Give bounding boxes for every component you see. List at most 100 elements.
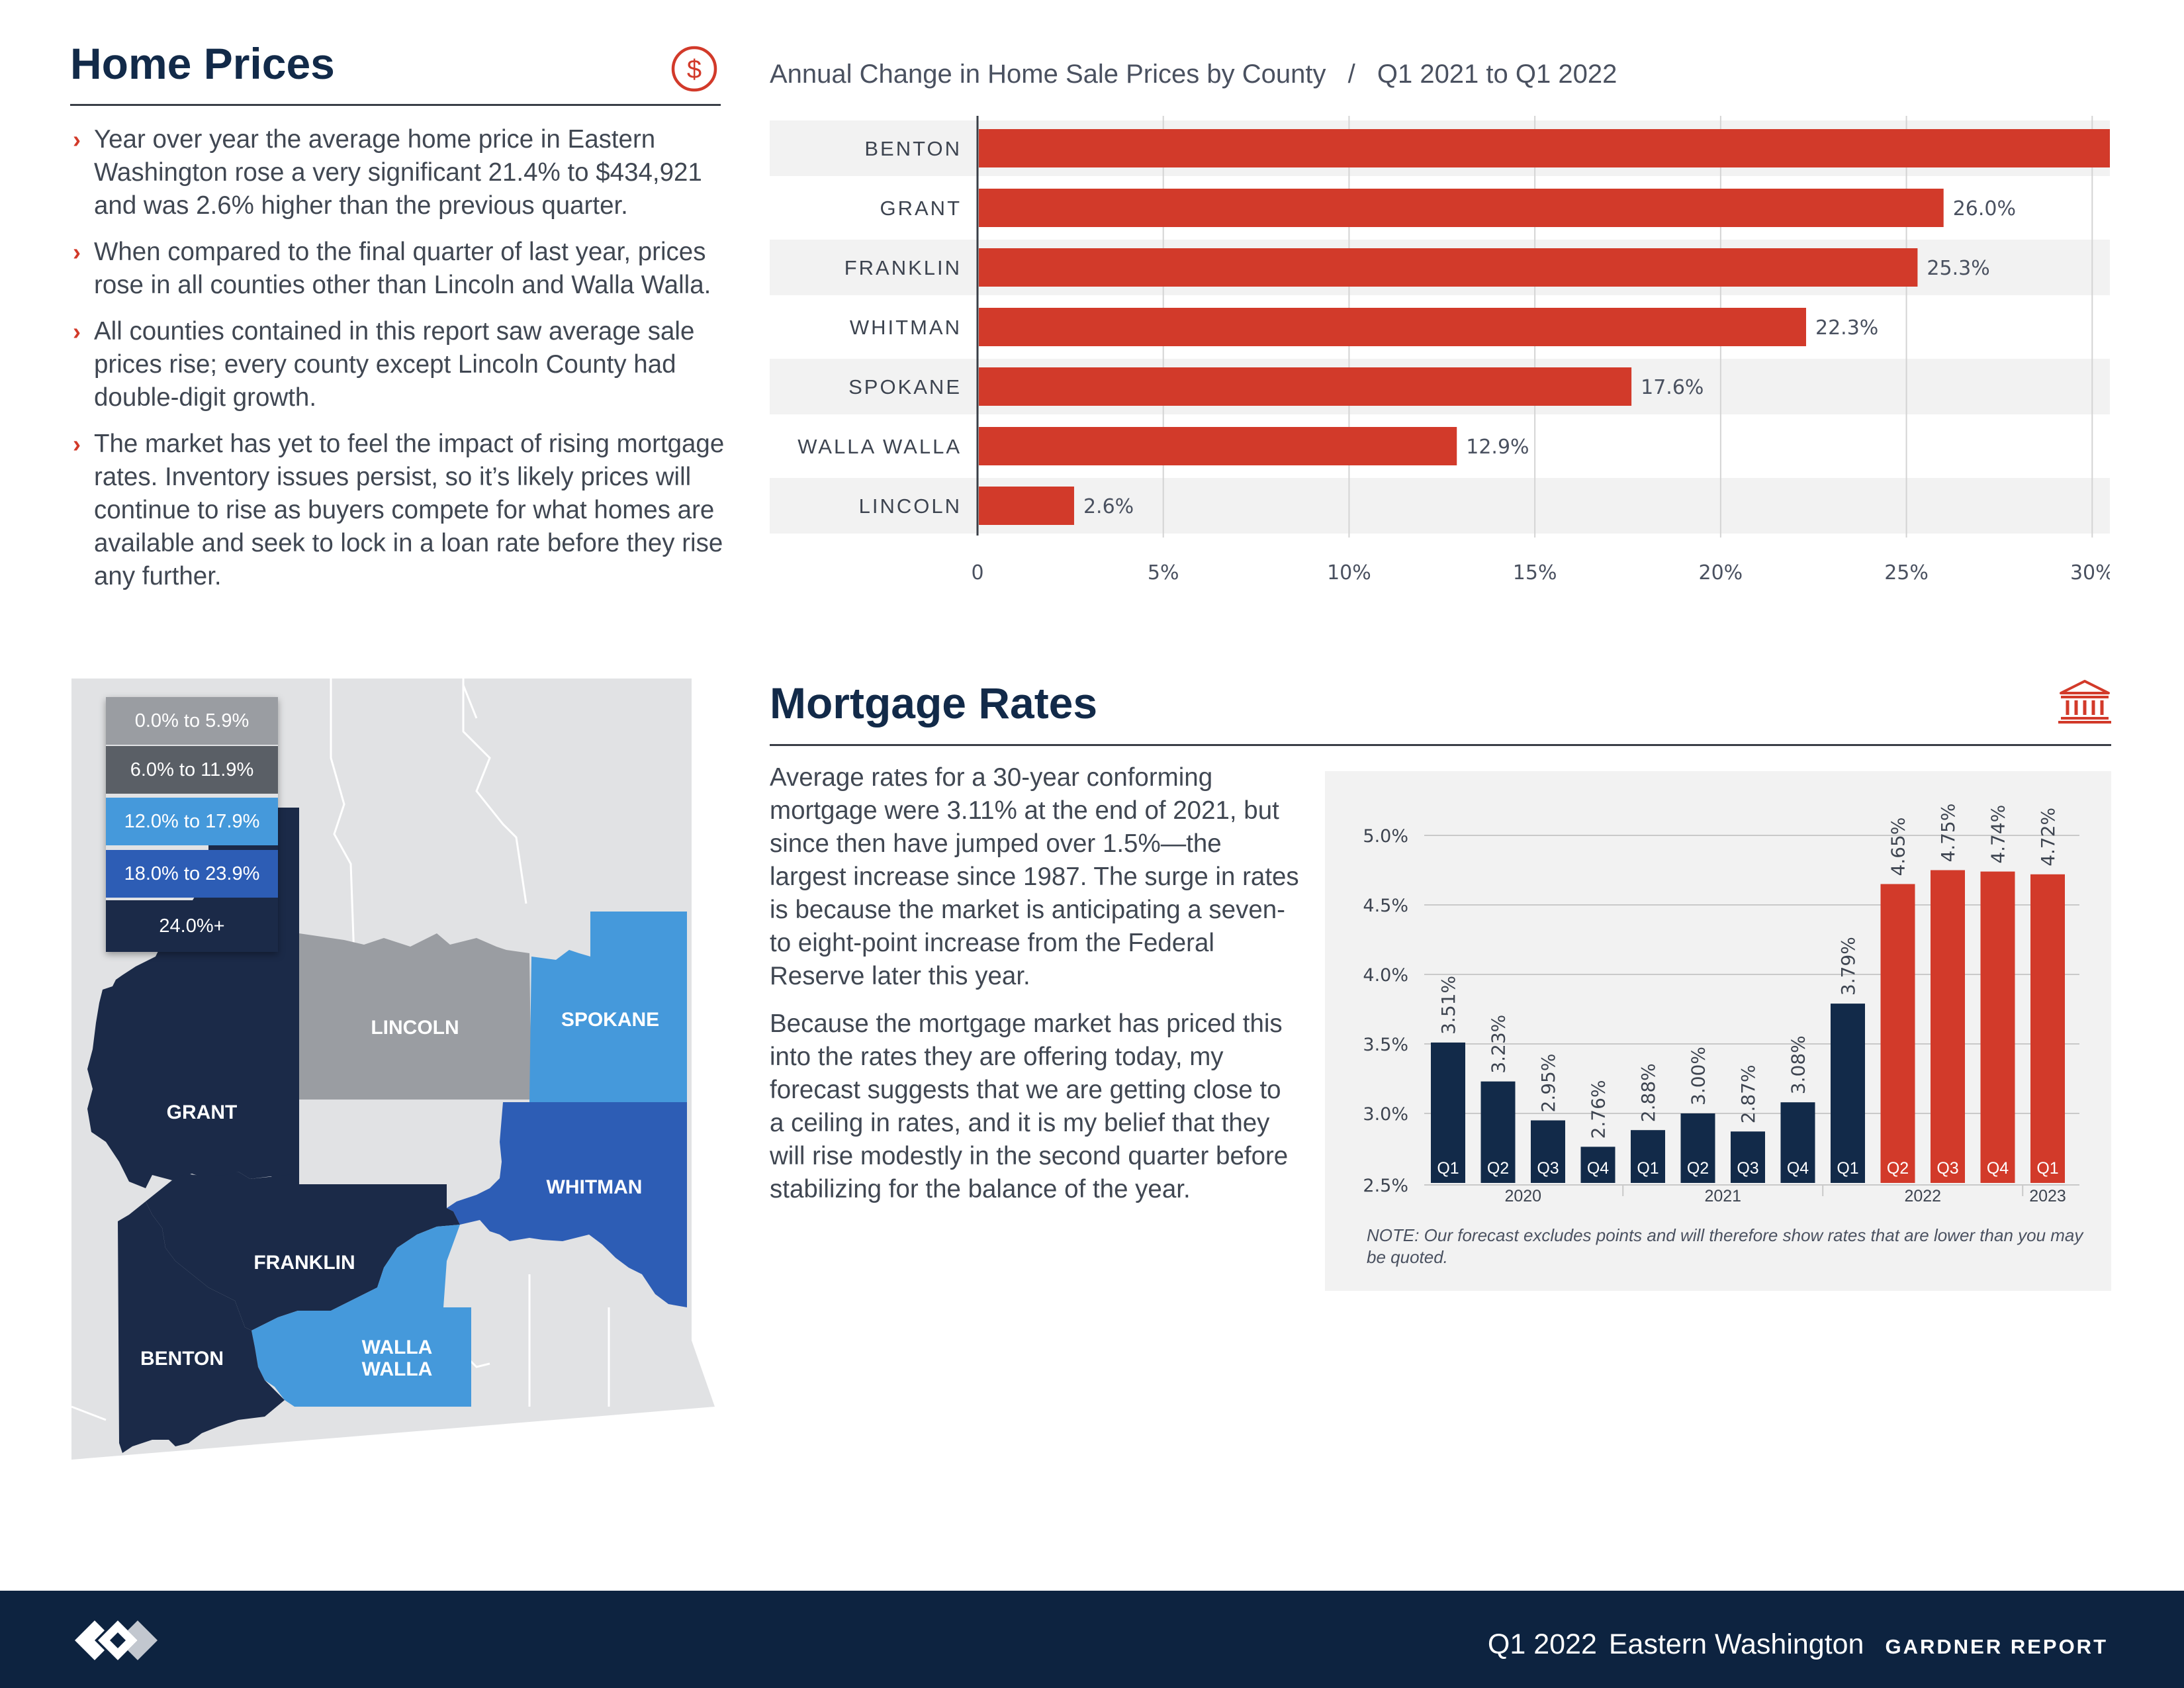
map-boundaries: [71, 679, 610, 1421]
mortgage-bar: [1831, 1004, 1865, 1183]
mortgage-value-label: 2.87%: [1737, 1064, 1759, 1123]
bullet-item: › When compared to the final quarter of l…: [73, 236, 725, 302]
bullet-item: › All counties contained in this report s…: [73, 315, 725, 414]
county-value-label: 12.9%: [1466, 436, 1529, 459]
mortgage-quarter-label: Q1: [1637, 1159, 1659, 1178]
mortgage-bar: [1880, 884, 1915, 1183]
map-label-spokane: SPOKANE: [561, 1009, 659, 1031]
svg-text:$: $: [687, 55, 702, 84]
county-category-label: FRANKLIN: [844, 256, 962, 279]
county-value-label: 26.0%: [1953, 197, 2016, 220]
map-label-benton: BENTON: [140, 1348, 224, 1370]
legend-item-4: 18.0% to 23.9%: [106, 850, 278, 898]
county-x-tick: 15%: [1513, 561, 1557, 585]
mortgage-quarter-label: Q3: [1936, 1159, 1958, 1178]
map-label-franklin: FRANKLIN: [253, 1252, 355, 1274]
mortgage-bar: [1931, 870, 1965, 1183]
legend-item-5: 24.0%+: [106, 900, 278, 952]
county-value-label: 2.6%: [1083, 495, 1134, 518]
mortgage-value-label: 3.79%: [1837, 937, 1859, 996]
map-label-grant: GRANT: [167, 1102, 238, 1123]
county-bar: [979, 367, 1632, 406]
mortgage-value-label: 4.65%: [1888, 818, 1909, 876]
map-county-benton: [118, 1201, 285, 1453]
map-label-walla-walla-line2: WALLA: [362, 1358, 433, 1380]
mortgage-value-label: 2.95%: [1537, 1054, 1559, 1113]
county-category-label: SPOKANE: [848, 375, 962, 399]
mortgage-quarter-label: Q1: [2036, 1159, 2058, 1178]
county-category-label: WALLA WALLA: [797, 435, 962, 458]
footer-title: Q1 2022 Eastern Washington GARDNER REPOR…: [1488, 1628, 2108, 1661]
mortgage-y-tick: 2.5%: [1363, 1176, 1408, 1196]
map-county-franklin: [146, 1172, 460, 1331]
map-label-whitman: WHITMAN: [547, 1176, 643, 1198]
mortgage-value-label: 4.75%: [1937, 804, 1959, 863]
county-value-label: 17.6%: [1641, 376, 1704, 399]
county-bar: [979, 129, 2110, 167]
bullet-marker: ›: [73, 430, 81, 457]
footer-bar: [0, 1591, 2184, 1688]
map-label-walla-walla-line1: WALLA: [362, 1336, 433, 1358]
mortgage-bar: [1680, 1113, 1715, 1183]
bullet-marker: ›: [73, 126, 81, 153]
county-x-tick: 30%: [2070, 561, 2110, 585]
dollar-circle-icon: $: [671, 46, 717, 92]
mortgage-bar: [1780, 1102, 1815, 1183]
mortgage-paragraph-2: Because the mortgage market has priced t…: [770, 1009, 1289, 1203]
mortgage-quarter-label: Q3: [1537, 1159, 1559, 1178]
bullet-item: › The market has yet to feel the impact o…: [73, 428, 725, 593]
map-label-lincoln: LINCOLN: [371, 1017, 459, 1039]
county-x-tick: 25%: [1884, 561, 1929, 585]
home-prices-rule: [70, 104, 721, 106]
home-prices-bullets: › Year over year the average home price i…: [73, 123, 725, 606]
county-price-change-chart: 05%10%15%20%25%30%35%BENTON31.6%GRANT26.…: [770, 116, 2110, 585]
mortgage-bar: [2030, 874, 2065, 1183]
mortgage-bar: [1580, 1147, 1615, 1183]
mortgage-y-tick: 5.0%: [1363, 826, 1408, 847]
map-county-walla-walla: [251, 1225, 471, 1407]
bank-building-icon: [2058, 680, 2111, 724]
county-category-label: LINCOLN: [859, 494, 962, 518]
windermere-logo-icon: [75, 1620, 158, 1660]
mortgage-quarter-label: Q2: [1887, 1159, 1909, 1178]
county-chart-title: Annual Change in Home Sale Prices by Cou…: [770, 60, 1617, 89]
mortgage-value-label: 3.00%: [1688, 1047, 1709, 1105]
mortgage-bar: [1531, 1120, 1565, 1183]
county-category-label: GRANT: [880, 197, 962, 220]
bullet-marker: ›: [73, 238, 81, 265]
mortgage-bar: [1431, 1042, 1465, 1183]
mortgage-quarter-label: Q1: [1437, 1159, 1459, 1178]
mortgage-quarter-label: Q4: [1987, 1159, 2009, 1178]
mortgage-value-label: 4.74%: [1987, 805, 2009, 864]
county-value-label: 25.3%: [1927, 257, 1989, 280]
mortgage-rates-rule: [770, 744, 2111, 746]
county-value-label: 22.3%: [1815, 316, 1878, 340]
home-prices-title: Home Prices: [70, 39, 335, 88]
mortgage-chart-note: NOTE: Our forecast excludes points and w…: [1367, 1225, 2083, 1267]
county-bar: [979, 248, 1918, 287]
county-bar: [979, 189, 1944, 227]
mortgage-value-label: 2.88%: [1637, 1063, 1659, 1122]
county-bar: [979, 427, 1457, 465]
mortgage-year-label: 2020: [1504, 1187, 1541, 1205]
map-county-spokane: [529, 912, 687, 1102]
mortgage-value-label: 4.72%: [2037, 808, 2059, 867]
mortgage-year-label: 2022: [1904, 1187, 1941, 1205]
county-category-label: WHITMAN: [850, 316, 962, 339]
mortgage-paragraph-1: Average rates for a 30-year conforming m…: [770, 763, 1299, 990]
mortgage-y-tick: 4.0%: [1363, 965, 1408, 986]
footer-period: Q1 2022: [1487, 1628, 1597, 1660]
map-county-lincoln: [299, 933, 531, 1100]
mortgage-y-tick: 4.5%: [1363, 896, 1408, 916]
mortgage-rate-chart: 2.5% 3.0% 3.5% 4.0% 4.5% 5.0% Q1 3.51% Q2 3.23% Q3…: [1363, 804, 2079, 1205]
county-category-label: BENTON: [864, 137, 962, 160]
county-x-tick: 5%: [1148, 561, 1179, 585]
bullet-marker: ›: [73, 318, 81, 345]
map-county-whitman: [447, 1102, 687, 1307]
mortgage-rates-title: Mortgage Rates: [770, 679, 1098, 727]
mortgage-bar: [1631, 1130, 1665, 1183]
legend-item-3: 12.0% to 17.9%: [106, 798, 278, 845]
mortgage-y-tick: 3.0%: [1363, 1104, 1408, 1125]
mortgage-quarter-label: Q2: [1687, 1159, 1709, 1178]
county-bar: [979, 487, 1074, 525]
